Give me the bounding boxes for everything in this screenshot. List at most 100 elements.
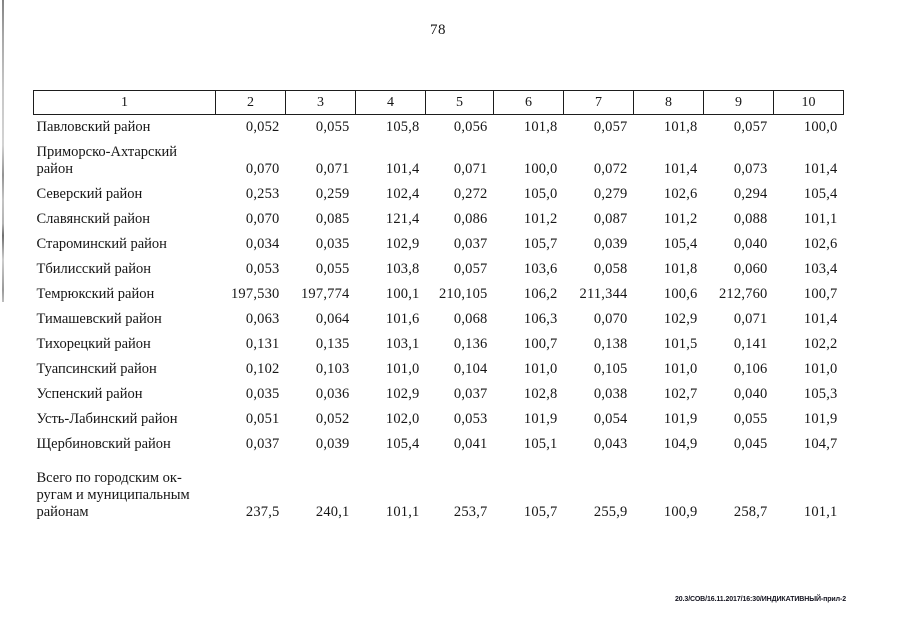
table-row: Тимашевский район 0,063 0,064 101,6 0,068 106… <box>34 307 844 332</box>
data-cell: 100,7 <box>803 286 838 302</box>
data-cell: 0,057 <box>593 119 628 135</box>
data-cell: 101,6 <box>385 311 420 327</box>
column-header-cell: 9 <box>703 90 774 115</box>
data-cell: 0,136 <box>453 336 488 352</box>
data-cell: 0,039 <box>593 236 628 252</box>
footer-stamp: 20.3/СОВ/16.11.2017/16:30/ИНДИКАТИВНЫЙ-п… <box>674 596 846 603</box>
data-cell: 100,0 <box>803 119 838 135</box>
data-cell: 104,7 <box>803 436 838 452</box>
data-cell: 104,9 <box>663 436 698 452</box>
data-cell: 0,071 <box>453 161 488 177</box>
row-label: Приморско-Ахтарский район <box>36 144 178 177</box>
data-cell: 100,9 <box>663 504 698 520</box>
scan-edge-artifact <box>2 0 4 302</box>
data-cell: 0,051 <box>245 411 280 427</box>
data-cell: 101,8 <box>663 261 698 277</box>
data-cell: 0,141 <box>733 336 768 352</box>
data-cell: 0,068 <box>453 311 488 327</box>
data-cell: 101,0 <box>385 361 420 377</box>
data-cell: 102,6 <box>803 236 838 252</box>
data-cell: 258,7 <box>733 504 768 520</box>
data-cell: 0,070 <box>593 311 628 327</box>
column-header-cell: 3 <box>285 90 356 115</box>
data-cell: 0,070 <box>245 211 280 227</box>
data-cell: 103,4 <box>803 261 838 277</box>
data-cell: 105,4 <box>663 236 698 252</box>
data-cell: 103,6 <box>523 261 558 277</box>
data-cell: 102,0 <box>385 411 420 427</box>
data-cell: 0,131 <box>245 336 280 352</box>
data-cell: 105,1 <box>523 436 558 452</box>
data-cell: 102,8 <box>523 386 558 402</box>
data-cell: 105,3 <box>803 386 838 402</box>
data-cell: 101,4 <box>803 311 838 327</box>
data-cell: 0,036 <box>315 386 350 402</box>
data-cell: 0,035 <box>315 236 350 252</box>
data-cell: 0,272 <box>453 186 488 202</box>
data-cell: 101,1 <box>385 504 420 520</box>
data-cell: 100,6 <box>663 286 698 302</box>
table-row: Тбилисский район 0,053 0,055 103,8 0,057 103,… <box>34 257 844 282</box>
data-cell: 101,9 <box>803 411 838 427</box>
row-label: Тихорецкий район <box>36 336 151 352</box>
data-cell: 0,070 <box>245 161 280 177</box>
data-cell: 255,9 <box>593 504 628 520</box>
data-cell: 0,103 <box>315 361 350 377</box>
data-cell: 103,8 <box>385 261 420 277</box>
header-row: 1 2 3 4 5 6 7 8 9 10 <box>33 90 844 115</box>
data-cell: 102,9 <box>385 236 420 252</box>
column-header-cell: 1 <box>33 90 216 115</box>
data-cell: 106,2 <box>523 286 558 302</box>
data-cell: 0,037 <box>245 436 280 452</box>
data-cell: 103,1 <box>385 336 420 352</box>
data-cell: 101,4 <box>663 161 698 177</box>
table-row: Успенский район 0,035 0,036 102,9 0,037 102,8… <box>34 382 844 407</box>
data-cell: 106,3 <box>523 311 558 327</box>
data-cell: 0,056 <box>453 119 488 135</box>
data-cell: 101,0 <box>523 361 558 377</box>
data-cell: 100,0 <box>523 161 558 177</box>
table-row: Павловский район 0,052 0,055 105,8 0,056 101,… <box>34 115 844 141</box>
column-header-cell: 4 <box>355 90 426 115</box>
data-cell: 0,086 <box>453 211 488 227</box>
data-cell: 0,102 <box>245 361 280 377</box>
data-cell: 0,038 <box>593 386 628 402</box>
data-cell: 0,071 <box>315 161 350 177</box>
data-cell: 0,035 <box>245 386 280 402</box>
data-cell: 0,259 <box>315 186 350 202</box>
data-cell: 240,1 <box>315 504 350 520</box>
data-cell: 211,344 <box>579 286 628 302</box>
data-cell: 105,7 <box>523 504 558 520</box>
row-label: Павловский район <box>36 119 151 135</box>
row-label: Тимашевский район <box>36 311 162 327</box>
data-cell: 210,105 <box>438 286 488 302</box>
data-cell: 212,760 <box>718 286 768 302</box>
row-label: Северский район <box>36 186 143 202</box>
data-cell: 0,104 <box>453 361 488 377</box>
data-cell: 0,039 <box>315 436 350 452</box>
row-label: Туапсинский район <box>36 361 157 377</box>
table-row: Щербиновский район 0,037 0,039 105,4 0,041 10… <box>34 432 844 457</box>
column-header-cell: 7 <box>563 90 634 115</box>
column-header-cell: 8 <box>633 90 704 115</box>
data-cell: 0,052 <box>245 119 280 135</box>
data-cell: 101,2 <box>523 211 558 227</box>
data-cell: 102,2 <box>803 336 838 352</box>
data-cell: 0,057 <box>453 261 488 277</box>
data-cell: 0,052 <box>315 411 350 427</box>
data-cell: 0,045 <box>733 436 768 452</box>
data-cell: 0,063 <box>245 311 280 327</box>
data-cell: 0,279 <box>593 186 628 202</box>
data-cell: 0,085 <box>315 211 350 227</box>
data-cell: 0,088 <box>733 211 768 227</box>
data-cell: 0,040 <box>733 236 768 252</box>
data-cell: 101,0 <box>803 361 838 377</box>
row-label: Усть-Лабинский район <box>36 411 178 427</box>
data-cell: 105,0 <box>523 186 558 202</box>
data-cell: 105,7 <box>523 236 558 252</box>
data-cell: 0,053 <box>453 411 488 427</box>
row-label: Староминский район <box>36 236 167 252</box>
table-row: Тихорецкий район 0,131 0,135 103,1 0,136 100,… <box>34 332 844 357</box>
data-cell: 0,253 <box>245 186 280 202</box>
